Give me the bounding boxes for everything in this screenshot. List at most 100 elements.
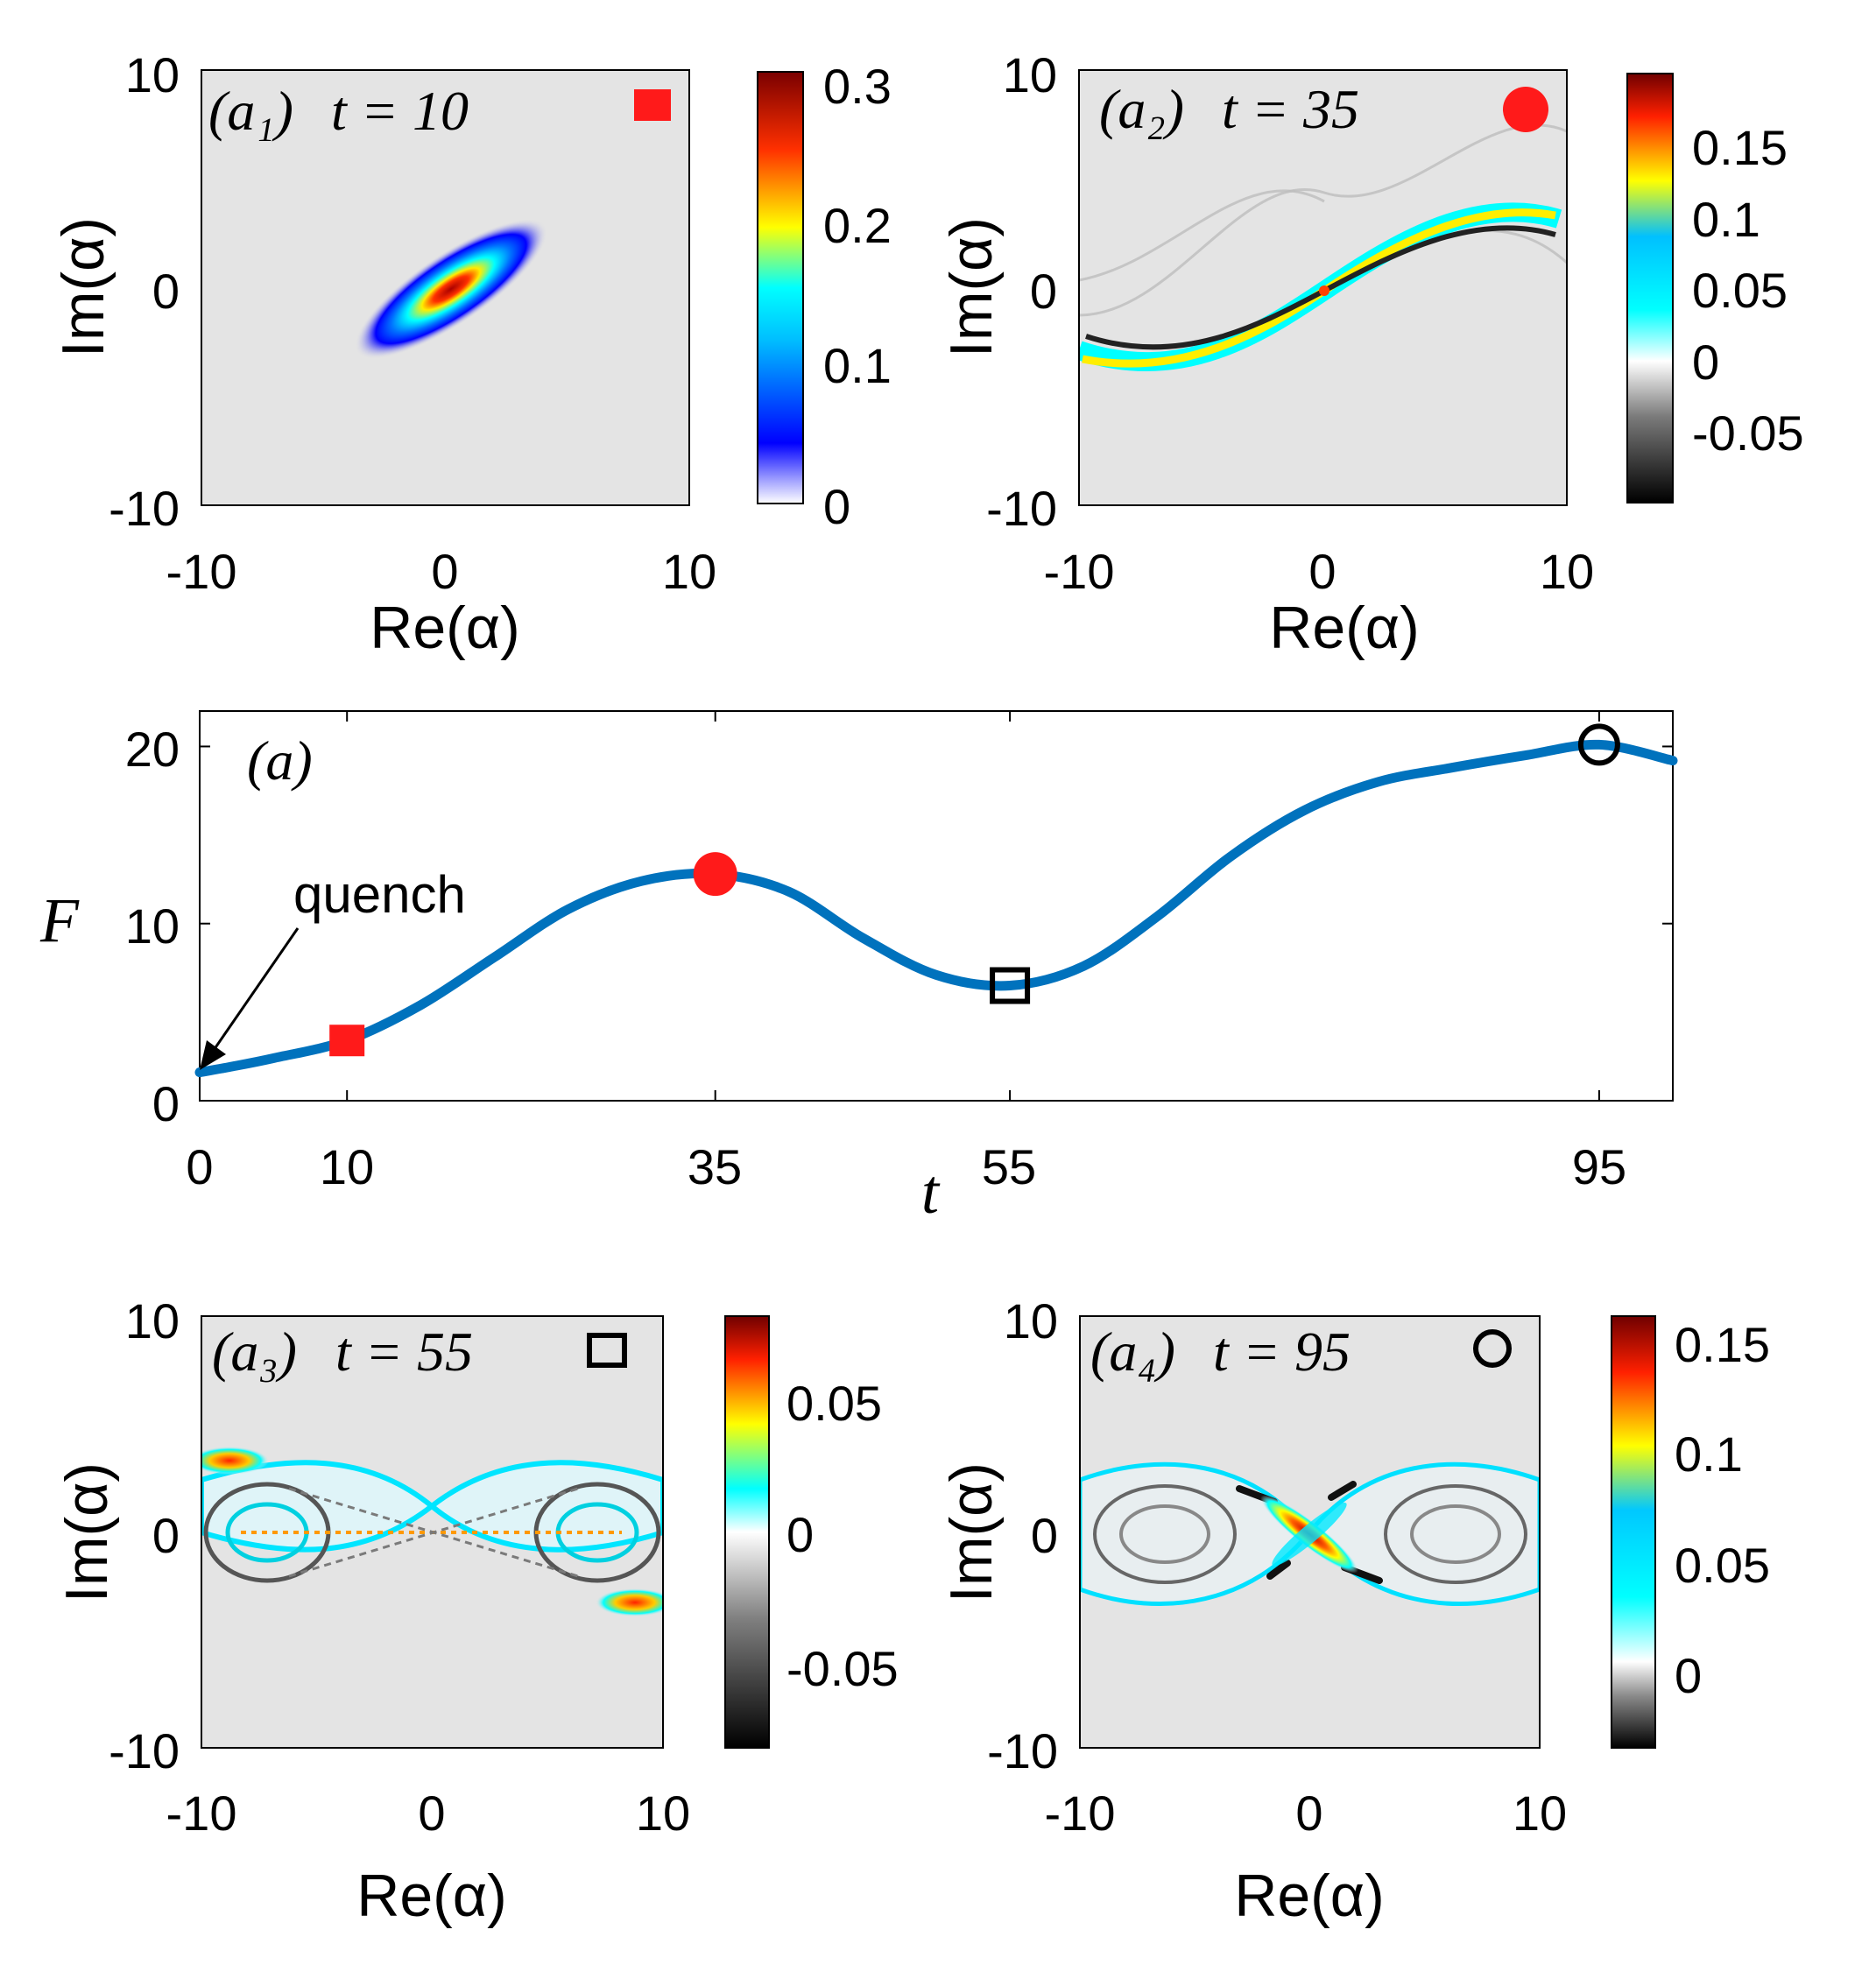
xtick-a4-right: 10 (1513, 1785, 1567, 1841)
ytick-a1-mid: 0 (152, 264, 180, 319)
xtick-a1-mid: 0 (431, 544, 458, 599)
panel-label-a3: (a₃) (212, 1321, 297, 1383)
time-label-a4: t = 95 (1213, 1321, 1351, 1383)
ytick-a-0: 0 (152, 1076, 180, 1131)
time-label-a1: t = 10 (331, 80, 469, 142)
panel-a1: (a₁) t = 10 10 0 -10 -10 0 10 Re(α) Im(α… (50, 47, 892, 661)
red-lobe-a3-bottom (596, 1588, 663, 1616)
panel-a2: (a₂) t = 35 10 0 -10 -10 0 10 Re(α) Im(α… (938, 47, 1804, 661)
xtick-a-0: 0 (186, 1139, 213, 1194)
marker-t35-filled-circle (693, 852, 737, 897)
xtick-a2-mid: 0 (1308, 544, 1336, 599)
ylabel-a1: Im(α) (50, 217, 116, 357)
marker-filled-circle-a2 (1503, 87, 1548, 132)
time-label-a3: t = 55 (335, 1321, 473, 1383)
cbtick-a2-4: -0.05 (1692, 405, 1804, 461)
fringe-ring-a4-left-1 (1093, 1484, 1237, 1584)
ytick-a2-top: 10 (1003, 47, 1057, 102)
xtick-a2-right: 10 (1540, 544, 1594, 599)
quench-arrow (208, 927, 300, 1056)
xlabel-a2: Re(α) (1269, 595, 1420, 661)
cbtick-a2-3: 0 (1692, 335, 1719, 390)
fringe-a2-1 (1079, 123, 1567, 317)
time-label-a2: t = 35 (1222, 78, 1359, 140)
ytick-a1-bottom: -10 (109, 481, 180, 536)
marker-t10-filled-square (329, 1025, 365, 1057)
line-axis-ticks (199, 711, 1673, 1102)
xtick-a-35: 35 (688, 1139, 742, 1194)
xtick-a1-right: 10 (662, 544, 716, 599)
fringe-ring-a4-left-2 (1119, 1504, 1210, 1564)
xtick-a4-left: -10 (1045, 1785, 1116, 1841)
xlabel-a3: Re(α) (356, 1863, 507, 1929)
panel-label-a: (a) (247, 729, 313, 792)
ytick-a2-bottom: -10 (986, 481, 1057, 536)
cbtick-a2-2: 0.05 (1692, 263, 1788, 318)
panel-a: (a) quench 20 10 0 0 10 35 55 95 t F (39, 710, 1678, 1227)
ytick-a4-top: 10 (1004, 1293, 1058, 1349)
fringe-cross-a3 (288, 1487, 579, 1578)
xtick-a1-left: -10 (166, 544, 237, 599)
cbtick-a1-2: 0.1 (823, 338, 892, 393)
marker-t95-open-circle (1577, 723, 1620, 766)
colorbar-a2 (1626, 73, 1674, 504)
xtick-a-10: 10 (320, 1139, 374, 1194)
marker-t55-open-square (990, 967, 1031, 1004)
quench-arrowhead (200, 1040, 226, 1070)
cbtick-a2-0: 0.15 (1692, 120, 1788, 175)
colorbar-a1 (757, 71, 804, 504)
panel-a4: (a₄) t = 95 10 0 -10 -10 0 10 Re(α) Im(α… (938, 1293, 1770, 1929)
xlabel-a1: Re(α) (370, 595, 520, 661)
ytick-a4-mid: 0 (1031, 1508, 1058, 1563)
ytick-a-10: 10 (125, 898, 180, 954)
wigner-band-a4 (1080, 1461, 1540, 1606)
wigner-center-a4-cross (1272, 1502, 1347, 1567)
wigner-center-a2 (1319, 285, 1329, 296)
marker-open-circle-a4 (1473, 1329, 1512, 1368)
marker-filled-square-a1 (634, 89, 671, 121)
cbtick-a3-0: 0.05 (786, 1376, 882, 1431)
red-lobe-a3-top (201, 1447, 269, 1475)
cbtick-a4-2: 0.05 (1675, 1538, 1770, 1593)
wigner-band-a3 (201, 1460, 663, 1553)
ylabel-a: F (39, 885, 80, 955)
colorbar-a3 (724, 1315, 770, 1749)
ytick-a2-mid: 0 (1030, 264, 1057, 319)
panel-label-a2: (a₂) (1099, 78, 1184, 140)
ytick-a3-bottom: -10 (109, 1723, 180, 1778)
fringe-ring-a4-right-1 (1384, 1484, 1527, 1584)
xlabel-a4: Re(α) (1234, 1863, 1385, 1929)
ylabel-a4: Im(α) (938, 1462, 1005, 1602)
ylabel-a3: Im(α) (53, 1462, 120, 1602)
fringe-a2-2 (1079, 189, 1325, 282)
annotation-quench: quench (293, 865, 466, 924)
xtick-a3-left: -10 (166, 1785, 237, 1841)
cbtick-a4-1: 0.1 (1675, 1426, 1743, 1482)
panel-label-a1: (a₁) (208, 80, 293, 142)
colorbar-a4 (1611, 1315, 1656, 1749)
cbtick-a3-2: -0.05 (786, 1641, 899, 1696)
fringe-ring-a4-right-2 (1410, 1504, 1501, 1564)
ytick-a3-top: 10 (125, 1293, 180, 1349)
ytick-a-20: 20 (125, 722, 180, 777)
fringe-dark-a4-1 (1236, 1481, 1383, 1584)
cbtick-a4-0: 0.15 (1675, 1317, 1770, 1372)
cbtick-a4-3: 0 (1675, 1648, 1702, 1703)
panel-a3: (a₃) t = 55 10 0 -10 -10 0 10 Re(α) Im(α… (53, 1293, 899, 1929)
xlabel-a: t (921, 1157, 941, 1227)
xtick-a-55: 55 (982, 1139, 1036, 1194)
ylabel-a2: Im(α) (938, 217, 1005, 357)
cbtick-a2-1: 0.1 (1692, 192, 1760, 247)
xtick-a4-mid: 0 (1295, 1785, 1322, 1841)
panel-label-a4: (a₄) (1090, 1321, 1175, 1383)
ytick-a4-bottom: -10 (987, 1723, 1058, 1778)
cbtick-a1-0: 0.3 (823, 59, 892, 114)
marker-open-square-a3 (587, 1333, 627, 1368)
cbtick-a1-1: 0.2 (823, 198, 892, 253)
F-curve (194, 739, 1678, 1078)
xtick-a2-left: -10 (1044, 544, 1115, 599)
xtick-a3-mid: 0 (418, 1785, 445, 1841)
xtick-a-95: 95 (1572, 1139, 1626, 1194)
ytick-a1-top: 10 (125, 47, 180, 102)
